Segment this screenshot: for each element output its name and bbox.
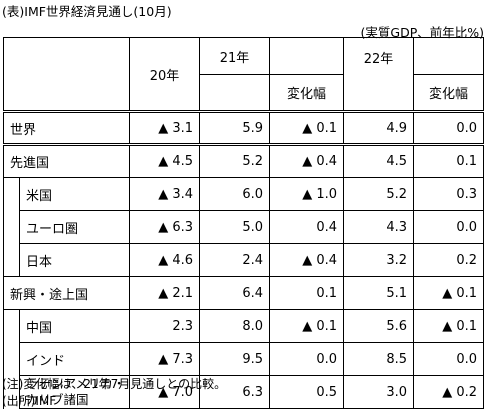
header-2020: 20年 (129, 37, 200, 112)
row-label: ラテンアメリカ・ カリブ諸国 (19, 375, 130, 409)
cell-v21: 6.4 (199, 276, 270, 310)
note-comparison: (注)変化幅は、21年7月見通しとの比較。 (2, 377, 227, 391)
table-row: 中国 2.3 8.0 ▲ 0.1 5.6 ▲ 0.1 (3, 309, 484, 343)
indent-stub (3, 177, 20, 211)
cell-c21: ▲ 0.4 (269, 143, 344, 178)
cell-c21: 0.0 (269, 342, 344, 376)
cell-v22: 4.9 (343, 110, 414, 145)
cell-v20: ▲ 7.3 (129, 342, 200, 376)
cell-v20: ▲ 3.4 (129, 177, 200, 211)
cell-v22: 4.3 (343, 210, 414, 244)
table-row: 日本 ▲ 4.6 2.4 ▲ 0.4 3.2 0.2 (3, 243, 484, 277)
table-row: インド ▲ 7.3 9.5 0.0 8.5 0.0 (3, 342, 484, 376)
cell-v20: ▲ 7.0 (129, 375, 200, 409)
table-row: 米国 ▲ 3.4 6.0 ▲ 1.0 5.2 0.3 (3, 177, 484, 211)
cell-v22: 3.2 (343, 243, 414, 277)
row-label: 中国 (19, 309, 130, 343)
cell-v20: ▲ 3.1 (129, 110, 200, 145)
header-2021: 21年 (199, 37, 270, 75)
cell-v22: 5.6 (343, 309, 414, 343)
cell-v22: 3.0 (343, 375, 414, 409)
indent-stub (3, 342, 20, 376)
cell-v21: 8.0 (199, 309, 270, 343)
header-row-bottom: 変化幅 変化幅 (4, 74, 484, 112)
cell-c21: 0.5 (269, 375, 344, 409)
cell-v20: ▲ 6.3 (129, 210, 200, 244)
cell-c22: 0.0 (413, 110, 484, 145)
table-row: 世界 ▲ 3.1 5.9 ▲ 0.1 4.9 0.0 (3, 110, 484, 145)
row-label: 日本 (19, 243, 130, 277)
cell-v22: 4.5 (343, 143, 414, 178)
row-label: 米国 (19, 177, 130, 211)
cell-v21: 6.0 (199, 177, 270, 211)
row-label: ユーロ圏 (19, 210, 130, 244)
cell-c21: ▲ 0.4 (269, 243, 344, 277)
row-label: インド (19, 342, 130, 376)
header-corner (3, 37, 130, 112)
cell-v20: ▲ 2.1 (129, 276, 200, 310)
row-label: 先進国 (3, 143, 130, 178)
row-label: 新興・途上国 (3, 276, 130, 310)
header-change-2021: 変化幅 (269, 74, 344, 112)
cell-c22: ▲ 0.1 (413, 309, 484, 343)
cell-v21: 5.0 (199, 210, 270, 244)
table-row: ラテンアメリカ・ カリブ諸国 ▲ 7.0 6.3 0.5 3.0 ▲ 0.2 (3, 375, 484, 409)
header-2021-cont (199, 74, 270, 112)
cell-v22: 5.2 (343, 177, 414, 211)
table-row: 新興・途上国 ▲ 2.1 6.4 0.1 5.1 ▲ 0.1 (3, 276, 484, 310)
row-label: 世界 (3, 110, 130, 145)
cell-c21: 0.4 (269, 210, 344, 244)
cell-v21: 5.2 (199, 143, 270, 178)
header-2022: 22年 (343, 37, 414, 112)
header-change-2022: 変化幅 (413, 74, 484, 112)
header-2022-change-top (413, 37, 484, 75)
unit-label: (実質GDP、前年比%) (360, 25, 484, 40)
cell-c21: ▲ 1.0 (269, 177, 344, 211)
cell-v22: 5.1 (343, 276, 414, 310)
cell-v20: ▲ 4.5 (129, 143, 200, 178)
table-row: ユーロ圏 ▲ 6.3 5.0 0.4 4.3 0.0 (3, 210, 484, 244)
cell-c21: ▲ 0.1 (269, 110, 344, 145)
cell-c22: 0.3 (413, 177, 484, 211)
forecast-table: 20年 21年 22年 変化幅 変化幅 世界 ▲ 3.1 5.9 ▲ 0.1 4.9 0.… (3, 37, 484, 409)
cell-c22: 0.2 (413, 243, 484, 277)
cell-c22: 0.1 (413, 143, 484, 178)
header-2021-change-top (269, 37, 344, 75)
cell-c22: ▲ 0.2 (413, 375, 484, 409)
cell-c22: ▲ 0.1 (413, 276, 484, 310)
header-row-top: 20年 21年 22年 (3, 37, 484, 112)
note-source: (出所)IMF (2, 394, 57, 408)
cell-v21: 6.3 (199, 375, 270, 409)
cell-c22: 0.0 (413, 342, 484, 376)
cell-v22: 8.5 (343, 342, 414, 376)
cell-v21: 2.4 (199, 243, 270, 277)
cell-c21: 0.1 (269, 276, 344, 310)
indent-stub (3, 309, 20, 343)
cell-v21: 9.5 (199, 342, 270, 376)
cell-v20: 2.3 (129, 309, 200, 343)
indent-stub (3, 243, 20, 277)
cell-v21: 5.9 (199, 110, 270, 145)
indent-stub (3, 210, 20, 244)
cell-c22: 0.0 (413, 210, 484, 244)
table-row: 先進国 ▲ 4.5 5.2 ▲ 0.4 4.5 0.1 (3, 143, 484, 178)
cell-v20: ▲ 4.6 (129, 243, 200, 277)
notes: (注)変化幅は、21年7月見通しとの比較。 (出所)IMF (2, 376, 226, 410)
cell-c21: ▲ 0.1 (269, 309, 344, 343)
table-title: (表)IMF世界経済見通し(10月) (2, 4, 172, 19)
